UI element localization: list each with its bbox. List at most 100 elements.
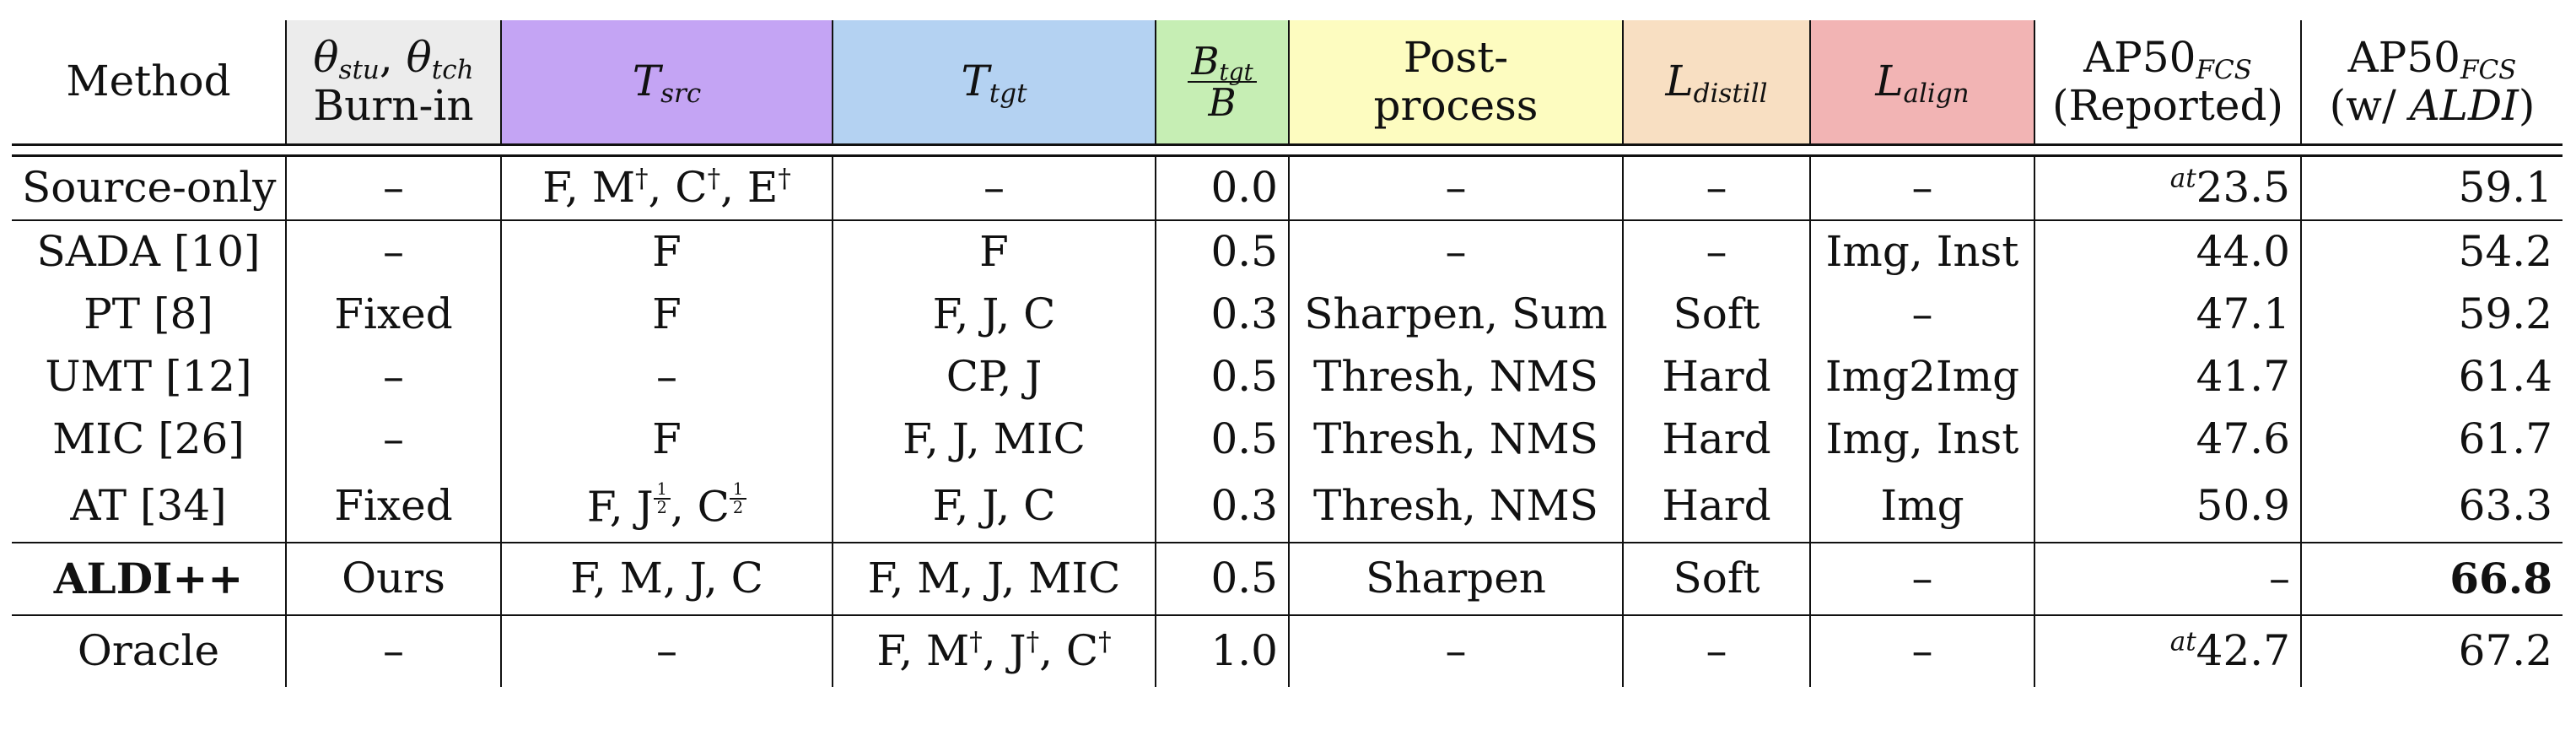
results-table: Method θstu, θtch Burn-in Tsrc Ttgt Btgt… [12, 20, 2563, 687]
header-ttgt: Ttgt [832, 20, 1156, 146]
cell-batch-ratio: 1.0 [1155, 615, 1289, 687]
cell-method: SADA [10] [36, 227, 261, 277]
row-umt: UMT [12] – – CP, J 0.5 Thresh, NMS Hard … [12, 346, 2563, 408]
header-ldistill: Ldistill [1622, 20, 1810, 146]
row-sada: SADA [10] – F F 0.5 – – Img, Inst 44.0 5… [12, 220, 2563, 284]
cell-ldistill: – [1622, 155, 1810, 219]
cell-batch-ratio: 0.5 [1155, 408, 1289, 471]
cell-burnin: – [285, 155, 501, 219]
header-batch-ratio: Btgt B [1155, 20, 1289, 146]
cell-ap-aldi: 67.2 [2300, 615, 2563, 687]
citation-link[interactable]: [26] [158, 414, 245, 464]
cell-method: Oracle [77, 626, 220, 676]
cell-postprocess: Sharpen, Sum [1288, 284, 1623, 346]
cell-ldistill: – [1622, 615, 1810, 687]
cell-ap-reported: 41.7 [2034, 346, 2301, 408]
cell-postprocess: Thresh, NMS [1288, 346, 1623, 408]
header-lalign: Lalign [1809, 20, 2034, 146]
cell-postprocess: – [1288, 220, 1623, 284]
cell-ttgt: F, J, MIC [832, 408, 1156, 471]
cell-lalign: – [1809, 284, 2034, 346]
cell-ldistill: Hard [1622, 471, 1810, 542]
cell-ap-aldi: 54.2 [2300, 220, 2563, 284]
cell-ap-reported: at23.5 [2034, 155, 2301, 219]
cell-method: PT [8] [84, 289, 213, 339]
cell-ttgt: – [832, 155, 1156, 219]
cell-batch-ratio: 0.3 [1155, 284, 1289, 346]
citation-link[interactable]: [10] [173, 227, 261, 277]
cell-ap-aldi: 59.2 [2300, 284, 2563, 346]
cell-ttgt: F, M†, J†, C† [832, 615, 1156, 687]
cell-postprocess: Thresh, NMS [1288, 471, 1623, 542]
header-row: Method θstu, θtch Burn-in Tsrc Ttgt Btgt… [12, 20, 2563, 146]
cell-method: UMT [12] [45, 352, 252, 402]
row-pt: PT [8] Fixed F F, J, C 0.3 Sharpen, Sum … [12, 284, 2563, 346]
row-aldi: ALDI++ Ours F, M, J, C F, M, J, MIC 0.5 … [12, 543, 2563, 614]
row-oracle: Oracle – – F, M†, J†, C† 1.0 – – – at42.… [12, 615, 2563, 687]
cell-ap-reported: – [2034, 543, 2301, 614]
cell-ap-aldi: 61.7 [2300, 408, 2563, 471]
header-burnin: θstu, θtch Burn-in [285, 20, 501, 146]
cell-tsrc: – [500, 346, 833, 408]
cell-batch-ratio: 0.3 [1155, 471, 1289, 542]
cell-tsrc: F [500, 284, 833, 346]
cell-postprocess: – [1288, 615, 1623, 687]
header-ap-reported: AP50FCS (Reported) [2034, 20, 2301, 146]
cell-batch-ratio: 0.5 [1155, 346, 1289, 408]
cell-ap-aldi: 61.4 [2300, 346, 2563, 408]
cell-ap-reported: at42.7 [2034, 615, 2301, 687]
cell-lalign: Img, Inst [1809, 408, 2034, 471]
cell-method: MIC [26] [52, 414, 245, 464]
header-method: Method [12, 20, 286, 146]
cell-tsrc: F, M†, C†, E† [500, 155, 833, 219]
cell-lalign: – [1809, 615, 2034, 687]
citation-link[interactable]: [8] [154, 289, 213, 339]
cell-lalign: Img [1809, 471, 2034, 542]
cell-batch-ratio: 0.5 [1155, 543, 1289, 614]
cell-ap-aldi: 63.3 [2300, 471, 2563, 542]
cell-ldistill: Hard [1622, 346, 1810, 408]
header-ap-aldi: AP50FCS (w/ ALDI) [2300, 20, 2563, 146]
cell-ap-aldi: 59.1 [2300, 155, 2563, 219]
cell-batch-ratio: 0.0 [1155, 155, 1289, 219]
cell-ldistill: Soft [1622, 543, 1810, 614]
citation-link[interactable]: [34] [140, 481, 227, 531]
header-postprocess: Post-process [1288, 20, 1623, 146]
cell-tsrc: – [500, 615, 833, 687]
cell-method: Source-only [22, 163, 277, 213]
cell-lalign: – [1809, 155, 2034, 219]
row-source-only: Source-only – F, M†, C†, E† – 0.0 – – – … [12, 155, 2563, 219]
cell-method: ALDI++ [53, 554, 244, 604]
cell-method: AT [34] [70, 481, 227, 531]
cell-postprocess: Sharpen [1288, 543, 1623, 614]
cell-burnin: – [285, 408, 501, 471]
separator [12, 144, 2563, 157]
cell-ap-reported: 50.9 [2034, 471, 2301, 542]
cell-lalign: – [1809, 543, 2034, 614]
cell-burnin: – [285, 346, 501, 408]
cell-ldistill: – [1622, 220, 1810, 284]
cell-batch-ratio: 0.5 [1155, 220, 1289, 284]
cell-ttgt: F [832, 220, 1156, 284]
cell-ttgt: F, M, J, MIC [832, 543, 1156, 614]
cell-burnin: Fixed [285, 471, 501, 542]
cell-ttgt: F, J, C [832, 471, 1156, 542]
cell-ap-reported: 47.1 [2034, 284, 2301, 346]
cell-burnin: – [285, 220, 501, 284]
cell-tsrc: F [500, 408, 833, 471]
cell-postprocess: Thresh, NMS [1288, 408, 1623, 471]
cell-lalign: Img2Img [1809, 346, 2034, 408]
cell-ttgt: CP, J [832, 346, 1156, 408]
cell-ldistill: Soft [1622, 284, 1810, 346]
header-tsrc: Tsrc [500, 20, 833, 146]
cell-ap-aldi: 66.8 [2300, 543, 2563, 614]
cell-lalign: Img, Inst [1809, 220, 2034, 284]
cell-burnin: – [285, 615, 501, 687]
row-mic: MIC [26] – F F, J, MIC 0.5 Thresh, NMS H… [12, 408, 2563, 471]
citation-link[interactable]: [12] [164, 352, 252, 402]
cell-tsrc: F [500, 220, 833, 284]
cell-postprocess: – [1288, 155, 1623, 219]
cell-burnin: Ours [285, 543, 501, 614]
cell-ap-reported: 47.6 [2034, 408, 2301, 471]
